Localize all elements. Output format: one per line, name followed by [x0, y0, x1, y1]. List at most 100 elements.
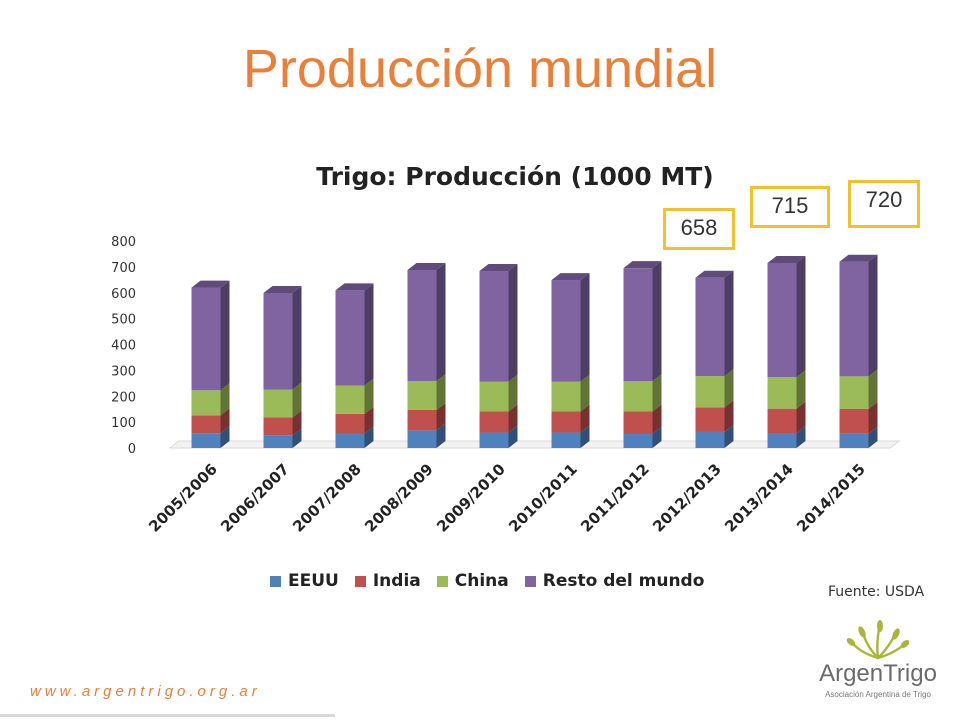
bar-side-india: [508, 404, 518, 433]
legend-swatch-china: [436, 575, 448, 587]
y-tick-label: 600: [111, 287, 136, 302]
x-category-label: 2011/2012: [577, 460, 653, 536]
bar-segment-india: [839, 408, 869, 434]
bar-top: [335, 283, 374, 291]
callout-2013-2014: 715: [750, 186, 830, 228]
bar-segment-resto-del-mundo: [191, 287, 221, 391]
y-tick-label: 200: [111, 390, 136, 405]
bar-side-resto-del-mundo: [652, 261, 662, 382]
bar-side-india: [796, 401, 806, 433]
callout-2012-2013: 658: [663, 208, 735, 250]
bar-segment-india: [407, 409, 437, 431]
legend-label-india: India: [372, 571, 421, 591]
bar-side-eeuu: [436, 423, 446, 448]
logo-name: ArgenTrigo: [819, 660, 937, 687]
logo-tagline: Asociación Argentina de Trigo: [825, 690, 931, 699]
argentrigo-logo: ArgenTrigo Asociación Argentina de Trigo: [818, 618, 938, 718]
wheat-logo-icon: [846, 620, 910, 660]
bar-side-india: [652, 404, 662, 435]
bar-segment-eeuu: [839, 433, 869, 448]
x-category-label: 2007/2008: [289, 460, 365, 536]
y-tick-label: 400: [111, 339, 136, 354]
bar-side-resto-del-mundo: [868, 254, 878, 377]
bar-segment-eeuu: [623, 434, 653, 448]
bar-side-china: [868, 369, 878, 409]
bar-segment-eeuu: [767, 432, 797, 448]
bar-side-china: [652, 374, 662, 412]
legend-label-china: China: [454, 571, 509, 591]
bar-segment-eeuu: [191, 433, 221, 448]
bar-segment-china: [551, 381, 581, 412]
x-category-label: 2014/2015: [793, 460, 869, 536]
bar-side-eeuu: [868, 426, 878, 448]
bar-side-india: [292, 410, 302, 436]
bar-top: [479, 264, 518, 272]
bar-top: [695, 270, 734, 278]
footer-divider: [0, 714, 335, 717]
bar-side-resto-del-mundo: [436, 262, 446, 381]
y-tick-label: 0: [128, 442, 136, 457]
legend-label-resto-del-mundo: Resto del mundo: [542, 571, 705, 591]
bar-side-india: [580, 404, 590, 433]
bar-top: [551, 273, 590, 281]
bar-segment-china: [191, 390, 221, 416]
slide-title: Producción mundial: [242, 39, 718, 99]
bar-segment-china: [263, 389, 293, 418]
bar-side-china: [508, 374, 518, 412]
bar-segment-china: [839, 376, 869, 409]
bar-side-china: [580, 374, 590, 412]
legend-label-eeuu: EEUU: [288, 571, 339, 591]
bar-segment-india: [623, 411, 653, 435]
chart-title: Trigo: Producción (1000 MT): [316, 162, 714, 191]
bar-top: [407, 262, 446, 270]
bar-segment-eeuu: [263, 435, 293, 448]
bar-segment-china: [479, 381, 509, 412]
y-tick-label: 500: [111, 313, 136, 328]
bar-top: [623, 261, 662, 269]
source-note: Fuente: USDA: [828, 584, 925, 600]
bar-top: [839, 254, 878, 262]
bar-side-india: [868, 401, 878, 434]
bar-side-india: [436, 402, 446, 431]
bar-segment-india: [695, 407, 725, 432]
x-category-label: 2008/2009: [361, 460, 437, 536]
bar-side-eeuu: [724, 424, 734, 448]
bar-side-resto-del-mundo: [220, 280, 230, 391]
bar-side-resto-del-mundo: [292, 286, 302, 390]
bar-segment-resto-del-mundo: [623, 268, 653, 382]
legend-item-resto-del-mundo: Resto del mundo: [524, 571, 705, 591]
bar-segment-eeuu: [551, 432, 581, 448]
bar-side-china: [724, 369, 734, 408]
bar-top: [767, 255, 806, 263]
bar-segment-india: [479, 411, 509, 433]
bar-top: [263, 286, 302, 294]
x-category-label: 2006/2007: [217, 460, 293, 536]
y-tick-label: 700: [111, 261, 136, 276]
legend-item-eeuu: EEUU: [270, 571, 339, 591]
bar-segment-eeuu: [479, 432, 509, 448]
bar-segment-resto-del-mundo: [407, 269, 437, 381]
footer-url: www.argentrigo.org.ar: [30, 683, 261, 700]
bar-side-india: [364, 406, 374, 434]
bar-segment-china: [767, 377, 797, 409]
bar-segment-india: [551, 411, 581, 433]
bar-segment-eeuu: [695, 431, 725, 448]
bar-segment-eeuu: [407, 430, 437, 448]
x-category-label: 2005/2006: [145, 460, 221, 536]
bar-segment-india: [263, 417, 293, 436]
bar-side-china: [292, 382, 302, 418]
bar-segment-resto-del-mundo: [839, 261, 869, 377]
legend-swatch-resto-del-mundo: [524, 575, 536, 587]
bar-side-eeuu: [292, 428, 302, 448]
bar-segment-china: [335, 385, 365, 414]
legend-item-india: India: [354, 571, 421, 591]
bar-side-eeuu: [652, 427, 662, 448]
x-category-label: 2010/2011: [505, 460, 581, 536]
bar-side-eeuu: [508, 425, 518, 448]
bar-side-eeuu: [364, 426, 374, 448]
y-tick-label: 300: [111, 364, 136, 379]
callout-2014-2015: 720: [848, 180, 920, 228]
bar-segment-india: [335, 413, 365, 434]
bar-segment-india: [191, 415, 221, 434]
